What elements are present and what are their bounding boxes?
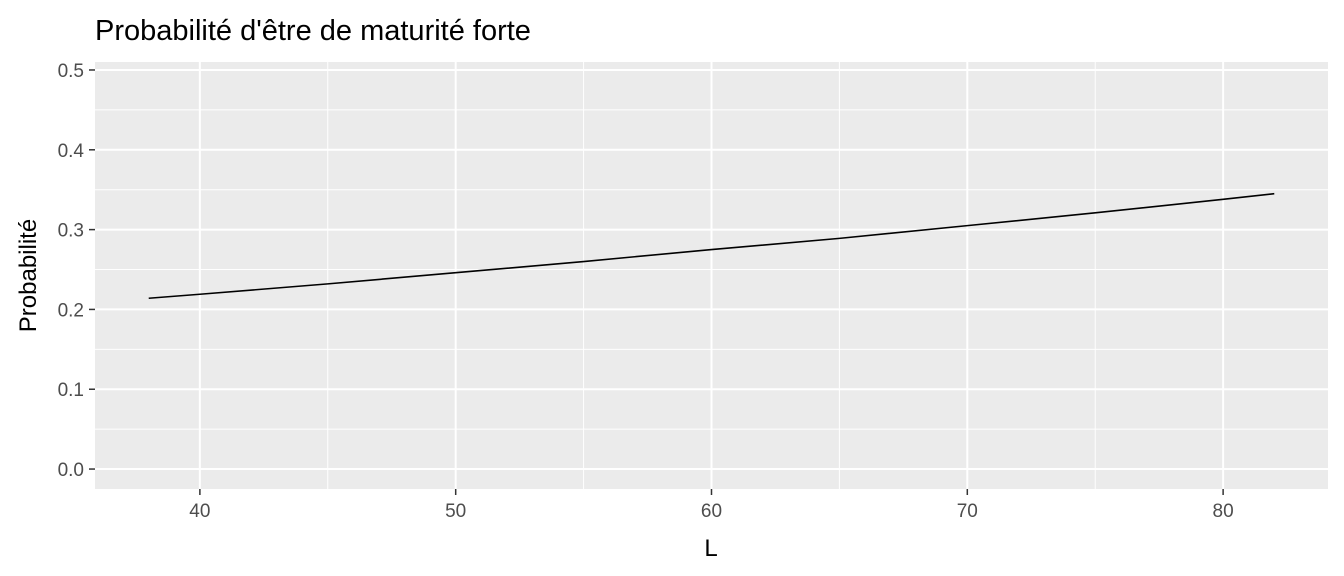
x-tick-label: 60 [701, 501, 722, 522]
y-tick-label: 0.1 [58, 380, 84, 401]
series-line [148, 192, 1275, 300]
y-tick-label: 0.2 [58, 300, 84, 321]
axes-layer: 40 50 60 70 80 0.0 0.1 0.2 0.3 0.4 0.5 [58, 61, 1234, 522]
series-layer [148, 192, 1275, 300]
x-tick-label: 50 [445, 501, 466, 522]
x-tick-label: 80 [1213, 501, 1234, 522]
y-axis-title: Probabilité [15, 219, 42, 332]
x-tick-label: 70 [957, 501, 978, 522]
grid-major [95, 62, 1328, 489]
x-tick-label: 40 [189, 501, 210, 522]
y-tick-label: 0.0 [58, 460, 84, 481]
y-tick-label: 0.3 [58, 221, 84, 242]
chart-title: Probabilité d'être de maturité forte [95, 15, 531, 47]
x-axis-title: L [704, 535, 717, 562]
y-tick-label: 0.4 [58, 141, 85, 162]
y-tick-label: 0.5 [58, 61, 84, 82]
